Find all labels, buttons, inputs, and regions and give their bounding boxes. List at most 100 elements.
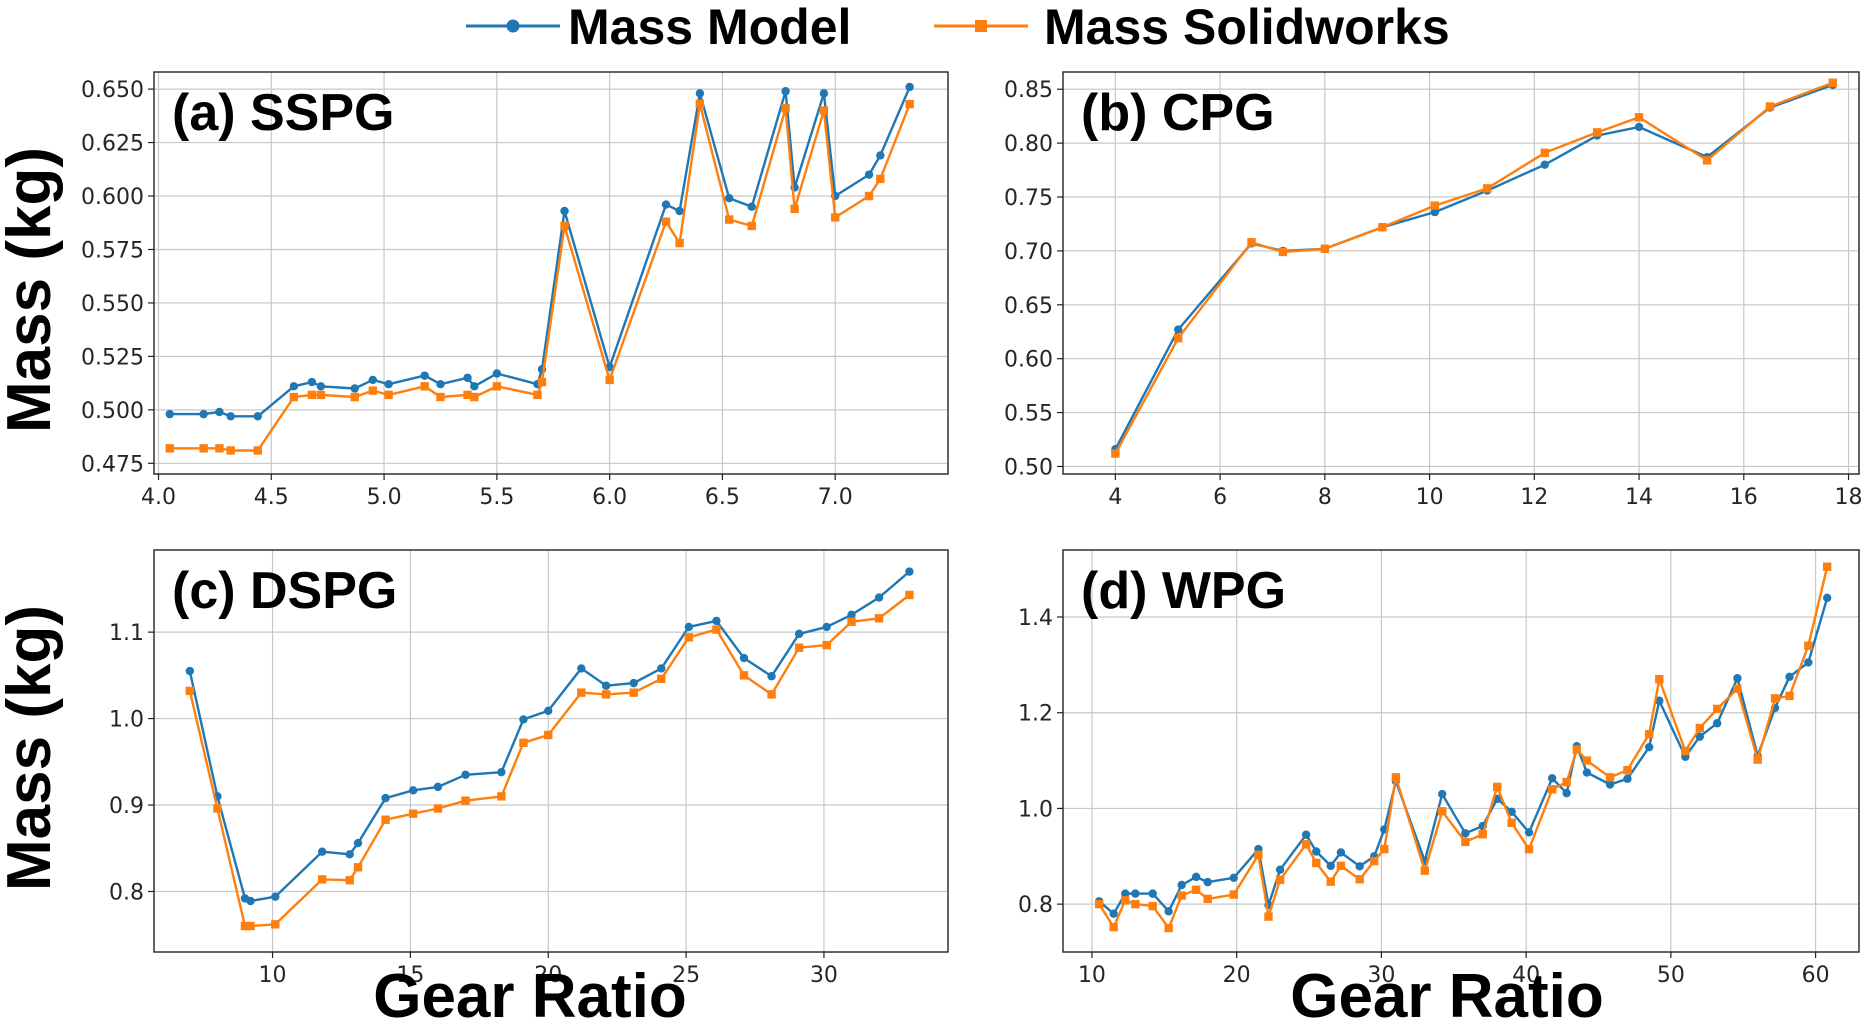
- mass-solidworks-point: [519, 738, 528, 747]
- x-tick-label: 10: [259, 963, 287, 988]
- x-tick-label: 10: [1416, 485, 1444, 510]
- mass-model-point: [215, 407, 224, 417]
- y-tick-label: 0.625: [81, 132, 144, 157]
- y-tick-label: 1.2: [1018, 702, 1053, 727]
- mass-model-point: [1822, 593, 1832, 603]
- mass-solidworks-point: [657, 674, 666, 684]
- x-tick-label: 14: [1625, 485, 1653, 510]
- mass-solidworks-point: [1644, 730, 1654, 739]
- mass-solidworks-point: [1770, 694, 1780, 703]
- mass-solidworks-point: [317, 875, 327, 884]
- mass-solidworks-point: [1148, 901, 1157, 911]
- y-tick-label: 1.1: [109, 621, 144, 646]
- mass-model-point: [345, 850, 354, 859]
- mass-solidworks-point: [544, 730, 553, 740]
- mass-model-point: [1229, 873, 1238, 883]
- mass-model-point: [436, 379, 445, 389]
- mass-model-point: [819, 89, 829, 98]
- mass-solidworks-point: [492, 382, 502, 391]
- mass-model-point: [350, 384, 359, 393]
- y-tick-label: 1.0: [109, 708, 144, 733]
- mass-solidworks-point: [408, 809, 418, 818]
- y-axis-label-bottom: Mass (kg): [0, 605, 64, 891]
- mass-solidworks-point: [1177, 891, 1186, 900]
- mass-solidworks-point: [1562, 777, 1571, 787]
- panel-b-cpg: 4 6 8 10 12 14 16 18 0.50 0.55 0.60 0.65 0.70 0.75 0.8…: [1004, 71, 1863, 510]
- mass-model-point: [781, 87, 790, 96]
- mass-solidworks-point: [767, 690, 776, 699]
- mass-model-point: [1712, 719, 1722, 728]
- mass-model-point: [1109, 909, 1118, 918]
- mass-model-point: [684, 622, 694, 632]
- mass-solidworks-point: [874, 614, 884, 623]
- mass-model-point: [1605, 780, 1615, 789]
- y-tick-label: 0.60: [1004, 348, 1053, 373]
- x-tick-label: 6.0: [592, 485, 627, 510]
- mass-solidworks-point: [1301, 840, 1311, 849]
- mass-model-point: [675, 206, 684, 216]
- mass-model-point: [1301, 830, 1311, 839]
- mass-solidworks-point: [1437, 807, 1447, 816]
- mass-solidworks-point: [436, 392, 445, 402]
- mass-model-point: [847, 610, 856, 620]
- x-tick-label: 6: [1213, 485, 1227, 510]
- mass-model-point: [199, 409, 208, 419]
- mass-solidworks-point: [350, 392, 359, 402]
- y-tick-label: 0.600: [81, 185, 144, 210]
- mass-solidworks-point: [661, 217, 671, 226]
- mass-model-point: [368, 375, 378, 385]
- mass-solidworks-point: [629, 688, 638, 697]
- mass-model-point: [657, 664, 666, 673]
- mass-solidworks-point: [1203, 894, 1212, 904]
- mass-solidworks-point: [831, 213, 840, 222]
- mass-model-point: [497, 767, 506, 777]
- mass-solidworks-point: [384, 390, 393, 400]
- mass-model-point: [601, 681, 611, 690]
- mass-solidworks-point: [739, 671, 749, 680]
- x-axis-label-right: Gear Ratio: [1290, 962, 1604, 1031]
- mass-solidworks-point: [1391, 773, 1401, 782]
- mass-solidworks-point: [1540, 148, 1549, 158]
- mass-solidworks-point: [1605, 773, 1615, 782]
- mass-solidworks-point: [1828, 78, 1838, 87]
- mass-solidworks-point: [605, 375, 614, 385]
- x-tick-label: 10: [1078, 963, 1106, 988]
- y-tick-label: 0.50: [1004, 455, 1053, 480]
- x-tick-label: 25: [672, 963, 700, 988]
- mass-solidworks-point: [1753, 755, 1762, 764]
- y-tick-label: 0.8: [1018, 893, 1053, 918]
- mass-model-point: [519, 715, 528, 724]
- mass-model-point: [629, 678, 638, 688]
- mass-solidworks-point: [1507, 818, 1516, 827]
- mass-solidworks-point: [199, 444, 208, 453]
- mass-solidworks-point: [289, 392, 299, 402]
- mass-solidworks-point: [1326, 877, 1335, 886]
- y-tick-label: 0.500: [81, 399, 144, 424]
- mass-model-point: [794, 629, 804, 639]
- panel-title: (c) DSPG: [172, 562, 397, 620]
- mass-model-point: [661, 200, 671, 209]
- panel-title: (d) WPG: [1081, 562, 1286, 620]
- mass-model-point: [560, 206, 569, 216]
- mass-model-point: [1524, 828, 1534, 837]
- mass-solidworks-point: [747, 221, 756, 231]
- x-tick-label: 50: [1657, 963, 1685, 988]
- legend: Mass Model Mass Solidworks: [466, 0, 1450, 55]
- mass-solidworks-point: [1369, 856, 1379, 866]
- plot-frame: [153, 549, 949, 953]
- y-tick-label: 1.4: [1018, 606, 1053, 631]
- mass-solidworks-point: [781, 104, 790, 113]
- mass-solidworks-point: [822, 640, 831, 650]
- mass-model-point: [433, 782, 443, 792]
- mass-solidworks-point: [577, 688, 586, 697]
- x-tick-label: 30: [810, 963, 838, 988]
- x-tick-label: 6.5: [705, 485, 740, 510]
- mass-model-point: [1547, 774, 1557, 783]
- mass-solidworks-point: [165, 444, 174, 453]
- mass-model-point: [316, 382, 326, 391]
- mass-solidworks-point: [240, 921, 250, 931]
- x-tick-label: 20: [534, 963, 562, 988]
- legend-mass-solidworks-marker: [975, 20, 987, 32]
- legend-mass-model-marker: [506, 19, 520, 33]
- mass-solidworks-point: [1592, 128, 1602, 137]
